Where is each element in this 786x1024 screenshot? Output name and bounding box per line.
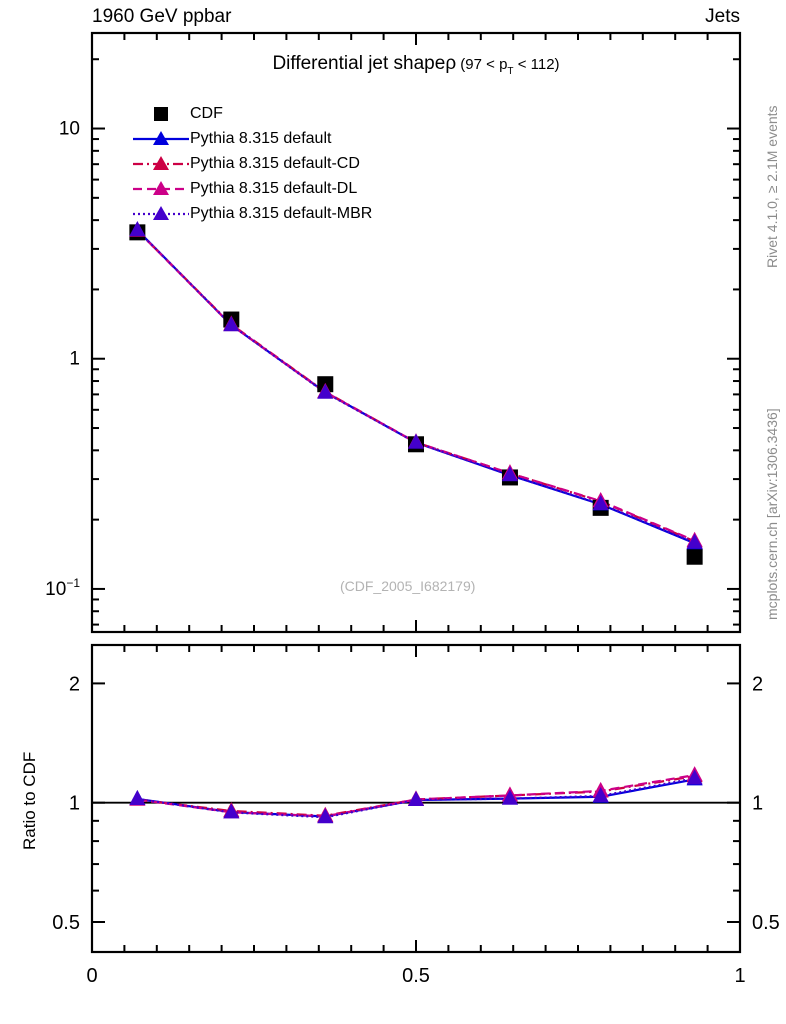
svg-text:0: 0	[86, 965, 97, 987]
svg-text:0.5: 0.5	[752, 912, 780, 934]
legend-item-default-cd: Pythia 8.315 default-CD	[190, 151, 372, 176]
legend-glyphs	[133, 107, 189, 220]
svg-text:10−1: 10−1	[45, 576, 80, 600]
series-line-0	[136, 229, 696, 545]
plot-title-condition-sub: T	[507, 65, 514, 77]
legend-marker-triangle-2	[153, 156, 169, 170]
legend-marker-triangle-3	[153, 181, 169, 195]
legend-item-default: Pythia 8.315 default	[190, 126, 372, 151]
plot-title-symbol: ρ	[445, 53, 457, 74]
ratio-data-point	[223, 803, 240, 819]
series-line-2	[136, 229, 696, 542]
ratio-data-point	[686, 769, 703, 785]
plot-title: Differential jet shapeρ (97 < pT < 112)	[92, 53, 740, 77]
plot-title-main: Differential jet shape	[272, 53, 446, 74]
legend-marker-triangle-4	[153, 206, 169, 220]
axis-tick-labels: 10 1 10−1 2 2 1 1 0.5 0.5 0 0.5 1	[45, 119, 780, 987]
analysis-id-label: (CDF_2005_I682179)	[340, 578, 476, 594]
data-point-marker	[129, 221, 146, 237]
legend-item-default-mbr: Pythia 8.315 default-MBR	[190, 201, 372, 226]
legend-item-default-dl: Pythia 8.315 default-DL	[190, 176, 372, 201]
header-beam-label: 1960 GeV ppbar	[92, 6, 232, 27]
legend-marker-square	[154, 107, 168, 121]
data-point-marker	[501, 466, 518, 482]
svg-text:10: 10	[59, 119, 80, 140]
header-category-label: Jets	[705, 6, 740, 27]
svg-text:0.5: 0.5	[402, 965, 430, 987]
ratio-data-point	[129, 789, 146, 805]
svg-text:2: 2	[69, 673, 80, 695]
series-line-1	[136, 229, 696, 543]
legend-item-cdf: CDF	[190, 101, 372, 126]
data-point-marker	[592, 494, 609, 510]
legend-label-default-dl: Pythia 8.315 default-DL	[190, 180, 358, 197]
axis-ticks	[91, 33, 741, 952]
ratio-data-point	[592, 786, 609, 802]
svg-text:1: 1	[752, 793, 763, 815]
svg-text:1: 1	[734, 965, 745, 987]
legend: CDF Pythia 8.315 default Pythia 8.315 de…	[190, 101, 372, 226]
legend-label-cdf: CDF	[190, 105, 223, 122]
data-point-marker	[686, 533, 703, 549]
main-panel-data	[129, 221, 703, 565]
ratio-panel-data	[92, 766, 740, 824]
legend-label-default: Pythia 8.315 default	[190, 130, 332, 147]
data-point-marker	[317, 383, 334, 399]
plot-frames	[90, 31, 742, 954]
ratio-data-point	[408, 790, 424, 806]
svg-text:0.5: 0.5	[52, 912, 80, 934]
series-line-3	[136, 229, 696, 544]
data-point-marker	[408, 433, 424, 449]
legend-label-default-cd: Pythia 8.315 default-CD	[190, 155, 360, 172]
plot-title-condition-post: < 112)	[513, 56, 560, 73]
svg-text:1: 1	[69, 349, 80, 370]
svg-text:2: 2	[752, 673, 763, 695]
svg-text:1: 1	[69, 793, 80, 815]
legend-marker-triangle-1	[153, 131, 169, 145]
data-point-cdf	[686, 548, 703, 565]
ratio-data-point	[501, 789, 518, 805]
plot-title-condition-pre: (97 < p	[456, 56, 508, 73]
legend-label-default-mbr: Pythia 8.315 default-MBR	[190, 205, 373, 222]
ratio-data-point	[317, 808, 334, 824]
data-point-marker	[223, 316, 240, 332]
